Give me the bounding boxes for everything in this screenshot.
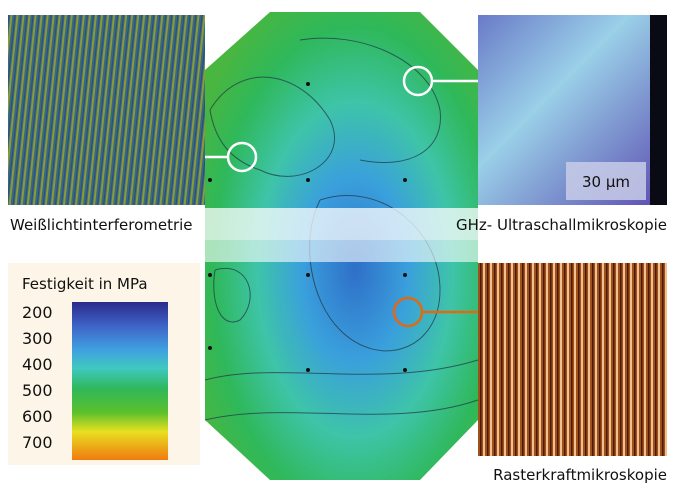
legend-tick-label: 400 [22, 355, 53, 374]
scale-bar-label: 30 µm [582, 173, 630, 191]
legend-tick-label: 300 [22, 329, 53, 348]
color-bar [72, 302, 168, 460]
white-light-label: Weißlichtinterferometrie [10, 216, 193, 234]
label-band [0, 208, 677, 240]
legend-tick-label: 600 [22, 407, 53, 426]
legend-title: Festigkeit in MPa [22, 275, 148, 293]
ghz-label: GHz- Ultraschallmikroskopie [456, 216, 667, 234]
legend-tick-label: 200 [22, 303, 53, 322]
markers [205, 65, 478, 328]
measure-points [208, 82, 407, 372]
afm-image [478, 263, 667, 456]
ghz-edge [650, 15, 667, 205]
afm-label: Rasterkraftmikroskopie [493, 466, 667, 484]
white-light-image [8, 15, 205, 205]
legend-tick-label: 500 [22, 381, 53, 400]
legend-tick-label: 700 [22, 433, 53, 452]
label-band [125, 240, 590, 262]
scale-bar-box [566, 162, 646, 200]
contours [204, 37, 479, 421]
legend: Festigkeit in MPa 200 300 400 500 600 700 [8, 263, 200, 465]
